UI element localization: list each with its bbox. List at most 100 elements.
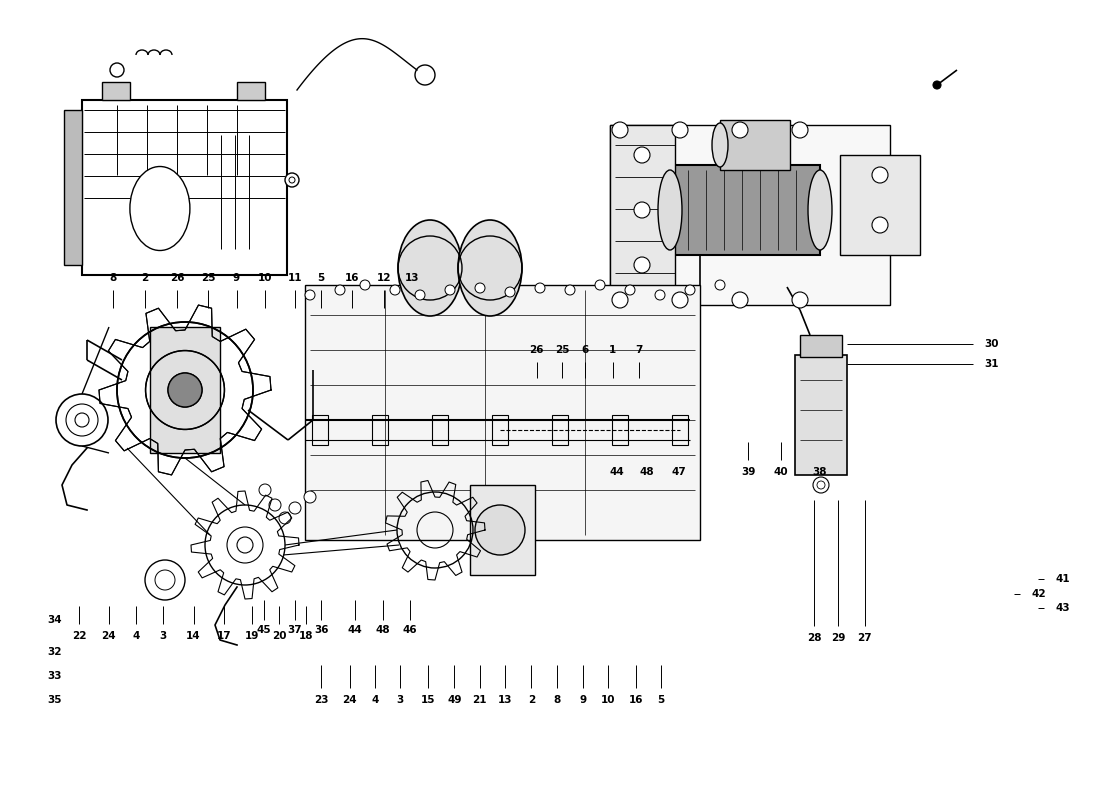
Ellipse shape	[712, 123, 728, 167]
Text: 35: 35	[47, 695, 63, 705]
Bar	[150, 327, 220, 453]
Text: 10: 10	[257, 273, 273, 283]
Text: 16: 16	[628, 695, 643, 705]
Text: 8: 8	[110, 273, 117, 283]
Circle shape	[289, 502, 301, 514]
Circle shape	[634, 147, 650, 163]
Circle shape	[634, 257, 650, 273]
Text: 8: 8	[553, 695, 560, 705]
Text: 36: 36	[314, 625, 329, 635]
Text: 3: 3	[160, 631, 166, 641]
Text: 15: 15	[420, 695, 436, 705]
Text: 12: 12	[376, 273, 392, 283]
Text: 41: 41	[1056, 574, 1070, 584]
Text: 27: 27	[857, 633, 872, 643]
Text: 20: 20	[272, 631, 287, 641]
Bar	[305, 285, 700, 540]
Text: 46: 46	[403, 625, 418, 635]
Text: 28: 28	[806, 633, 822, 643]
Circle shape	[66, 404, 98, 436]
Bar	[610, 125, 675, 305]
Circle shape	[505, 287, 515, 297]
Text: 43: 43	[1056, 603, 1070, 613]
Text: 14: 14	[186, 631, 201, 641]
Text: 49: 49	[447, 695, 462, 705]
Circle shape	[289, 177, 295, 183]
Text: 37: 37	[287, 625, 303, 635]
Text: 13: 13	[497, 695, 513, 705]
Bar	[800, 335, 842, 357]
Text: 18: 18	[298, 631, 314, 641]
Bar	[672, 415, 688, 445]
Bar	[82, 100, 287, 275]
Text: 9: 9	[233, 273, 240, 283]
Text: 16: 16	[344, 273, 360, 283]
Text: 24: 24	[101, 631, 117, 641]
Circle shape	[933, 81, 940, 89]
Circle shape	[612, 122, 628, 138]
Text: 45: 45	[256, 625, 272, 635]
Circle shape	[168, 373, 202, 407]
Circle shape	[535, 283, 544, 293]
Circle shape	[672, 292, 688, 308]
Text: 24: 24	[342, 695, 358, 705]
Text: 40: 40	[773, 467, 789, 477]
Text: 44: 44	[609, 467, 625, 477]
Ellipse shape	[458, 220, 522, 316]
Text: 10: 10	[601, 695, 616, 705]
Bar	[372, 415, 388, 445]
Circle shape	[817, 481, 825, 489]
Circle shape	[279, 512, 292, 524]
Text: 7: 7	[636, 345, 642, 355]
Bar	[470, 485, 535, 575]
Text: 19: 19	[244, 631, 260, 641]
Bar	[720, 120, 790, 170]
Circle shape	[715, 280, 725, 290]
Circle shape	[110, 63, 124, 77]
Text: 4: 4	[372, 695, 378, 705]
Circle shape	[565, 285, 575, 295]
Bar	[795, 355, 847, 475]
Circle shape	[625, 285, 635, 295]
Text: 21: 21	[472, 695, 487, 705]
Text: 5: 5	[658, 695, 664, 705]
Bar	[312, 415, 328, 445]
Bar	[432, 415, 448, 445]
Text: 30: 30	[984, 339, 999, 349]
Text: 23: 23	[314, 695, 329, 705]
Text: 5: 5	[318, 273, 324, 283]
Bar	[492, 415, 508, 445]
Circle shape	[475, 505, 525, 555]
Circle shape	[236, 537, 253, 553]
Ellipse shape	[808, 170, 832, 250]
Text: 32: 32	[47, 647, 63, 657]
Bar	[612, 415, 628, 445]
Text: 3: 3	[397, 695, 404, 705]
Bar	[236, 82, 265, 100]
Bar	[670, 165, 820, 255]
Circle shape	[792, 292, 808, 308]
Text: 25: 25	[554, 345, 570, 355]
Circle shape	[336, 285, 345, 295]
Circle shape	[872, 167, 888, 183]
Text: 6: 6	[582, 345, 588, 355]
Circle shape	[446, 285, 455, 295]
Circle shape	[145, 560, 185, 600]
Ellipse shape	[398, 220, 462, 316]
Text: 48: 48	[639, 467, 654, 477]
Circle shape	[612, 292, 628, 308]
Text: 13: 13	[405, 273, 420, 283]
Circle shape	[258, 484, 271, 496]
Text: 2: 2	[528, 695, 535, 705]
Text: 26: 26	[169, 273, 185, 283]
Text: 2: 2	[142, 273, 148, 283]
Circle shape	[732, 122, 748, 138]
Text: 42: 42	[1032, 589, 1046, 598]
Bar	[552, 415, 568, 445]
Text: 25: 25	[200, 273, 216, 283]
Circle shape	[672, 122, 688, 138]
Text: 47: 47	[671, 467, 686, 477]
Text: 29: 29	[830, 633, 846, 643]
Bar	[840, 155, 920, 255]
Circle shape	[360, 280, 370, 290]
